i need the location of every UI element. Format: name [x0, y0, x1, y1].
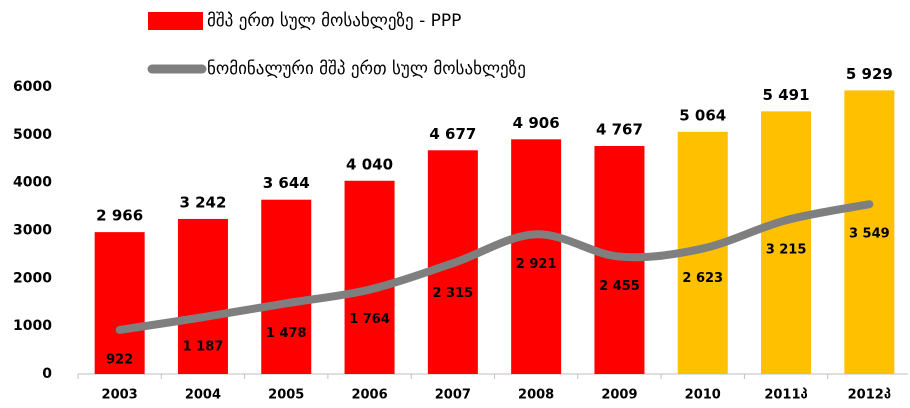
- y-tick-label: 6000: [13, 79, 52, 95]
- bar-value-label: 2 966: [96, 207, 143, 225]
- y-tick-label: 2000: [13, 270, 52, 286]
- bar-value-label: 3 242: [179, 193, 226, 211]
- line-value-label: 1 764: [349, 312, 390, 327]
- bar-value-label: 5 929: [846, 65, 893, 83]
- line-value-label: 1 478: [266, 326, 307, 341]
- bar: [94, 232, 145, 374]
- line-value-label: 2 315: [432, 286, 473, 301]
- y-tick-label: 3000: [13, 223, 52, 239]
- bar: [511, 139, 562, 374]
- line-value-label: 922: [106, 352, 133, 367]
- y-tick-label: 4000: [13, 175, 52, 191]
- bar: [344, 180, 395, 374]
- bar-value-label: 4 906: [513, 114, 560, 132]
- y-tick-label: 5000: [13, 127, 52, 143]
- legend-label: მშპ ერთ სულ მოსახლეზე - PPP: [207, 11, 461, 31]
- x-tick-label: 2004: [185, 388, 221, 403]
- bar-value-label: 4 767: [596, 120, 643, 138]
- y-tick-label: 1000: [13, 318, 52, 334]
- line-value-label: 2 455: [599, 279, 640, 294]
- x-tick-label: 2010: [685, 388, 721, 403]
- line: [115, 200, 874, 334]
- x-tick-label: 2003: [102, 388, 138, 403]
- bar: [761, 111, 812, 374]
- bar-value-label: 4 040: [346, 155, 393, 173]
- legend-label: ნომინალური მშპ ერთ სულ მოსახლეზე: [207, 59, 526, 79]
- bar-value-label: 5 491: [763, 86, 810, 104]
- legend-swatch: [148, 12, 203, 30]
- bar: [177, 218, 228, 374]
- x-tick-label: 2011პ: [764, 388, 807, 403]
- bar-value-label: 5 064: [679, 106, 726, 124]
- line-value-label: 2 623: [682, 271, 723, 286]
- line-value-label: 3 215: [766, 243, 807, 258]
- bar-value-label: 4 677: [429, 125, 476, 143]
- bar: [261, 199, 312, 374]
- x-tick-label: 2008: [518, 388, 554, 403]
- x-tick-label: 2006: [351, 388, 387, 403]
- bar: [844, 90, 895, 374]
- x-tick-label: 2009: [601, 388, 637, 403]
- line-value-label: 1 187: [183, 340, 224, 355]
- x-tick-label: 2005: [268, 388, 304, 403]
- y-tick-label: 0: [42, 366, 52, 382]
- x-tick-label: 2012პ: [848, 388, 891, 403]
- line-value-label: 2 921: [516, 257, 557, 272]
- line-value-label: 3 549: [849, 227, 890, 242]
- x-tick-label: 2007: [435, 388, 471, 403]
- bar-value-label: 3 644: [263, 174, 310, 192]
